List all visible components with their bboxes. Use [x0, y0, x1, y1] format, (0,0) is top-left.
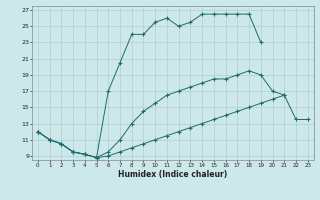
X-axis label: Humidex (Indice chaleur): Humidex (Indice chaleur) — [118, 170, 228, 179]
